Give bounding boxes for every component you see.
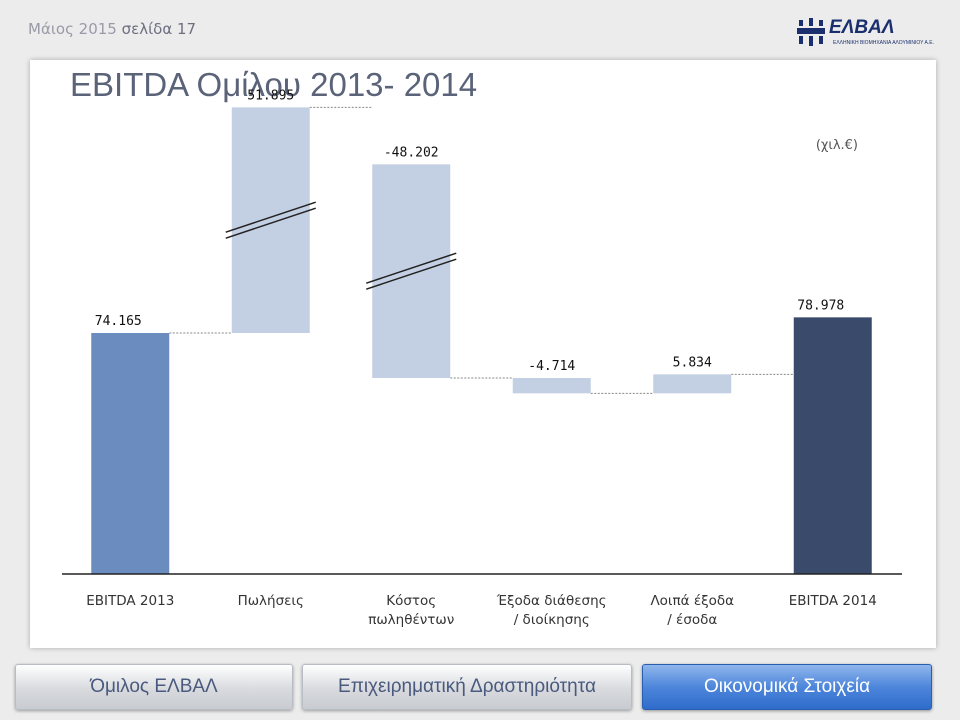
data-label: -4.714 <box>528 359 575 374</box>
waterfall-bar <box>91 333 170 574</box>
waterfall-bar <box>653 374 732 394</box>
category-label: Κόστος <box>386 593 436 609</box>
data-label: 51.895 <box>247 88 294 103</box>
header-page-number: σελίδα 17 <box>121 20 197 38</box>
category-label: πωληθέντων <box>368 612 454 628</box>
category-label: Έξοδα διάθεσης <box>496 593 607 609</box>
waterfall-bar <box>372 164 451 378</box>
category-label: Λοιπά έξοδα <box>650 593 734 609</box>
logo-wordmark: ΕΛΒΑΛ <box>829 17 894 38</box>
axis-break-mark <box>366 258 457 290</box>
category-label: EBITDA 2014 <box>789 593 877 609</box>
category-label: EBITDA 2013 <box>86 593 174 609</box>
waterfall-bar <box>793 317 872 574</box>
axis-break-mark <box>366 252 457 284</box>
waterfall-bar <box>231 107 310 334</box>
axis-break-mark <box>225 201 316 233</box>
axis-break-mark <box>225 207 316 239</box>
logo-subtitle: ΕΛΛΗΝΙΚΗ ΒΙΟΜΗΧΑΝΙΑ ΑΛΟΥΜΙΝΙΟΥ Α.Ε. <box>833 40 934 46</box>
unit-note: (χιλ.€) <box>816 138 858 153</box>
elval-logo-icon: ΕΛΒΑΛ ΕΛΛΗΝΙΚΗ ΒΙΟΜΗΧΑΝΙΑ ΑΛΟΥΜΙΝΙΟΥ Α.Ε… <box>797 17 934 46</box>
page-title: EBITDA Ομίλου 2013- 2014 <box>70 66 478 103</box>
data-label: -48.202 <box>384 145 439 160</box>
category-label: / διοίκησης <box>514 612 590 628</box>
content-panel <box>30 60 936 648</box>
nav-button[interactable]: Όμιλος ΕΛΒΑΛ <box>15 664 293 710</box>
category-label: Πωλήσεις <box>238 593 304 609</box>
nav-button[interactable]: Επιχειρηματική Δραστηριότητα <box>302 664 632 710</box>
waterfall-bar <box>512 377 591 394</box>
data-label: 74.165 <box>95 314 142 329</box>
page-header: Μάιος 2015 σελίδα 17 <box>28 20 196 38</box>
nav-button[interactable]: Οικονομικά Στοιχεία <box>642 664 932 710</box>
header-date: Μάιος 2015 <box>28 20 117 38</box>
category-label: / έσοδα <box>667 612 717 628</box>
data-label: 78.978 <box>797 298 844 313</box>
data-label: 5.834 <box>673 355 712 370</box>
